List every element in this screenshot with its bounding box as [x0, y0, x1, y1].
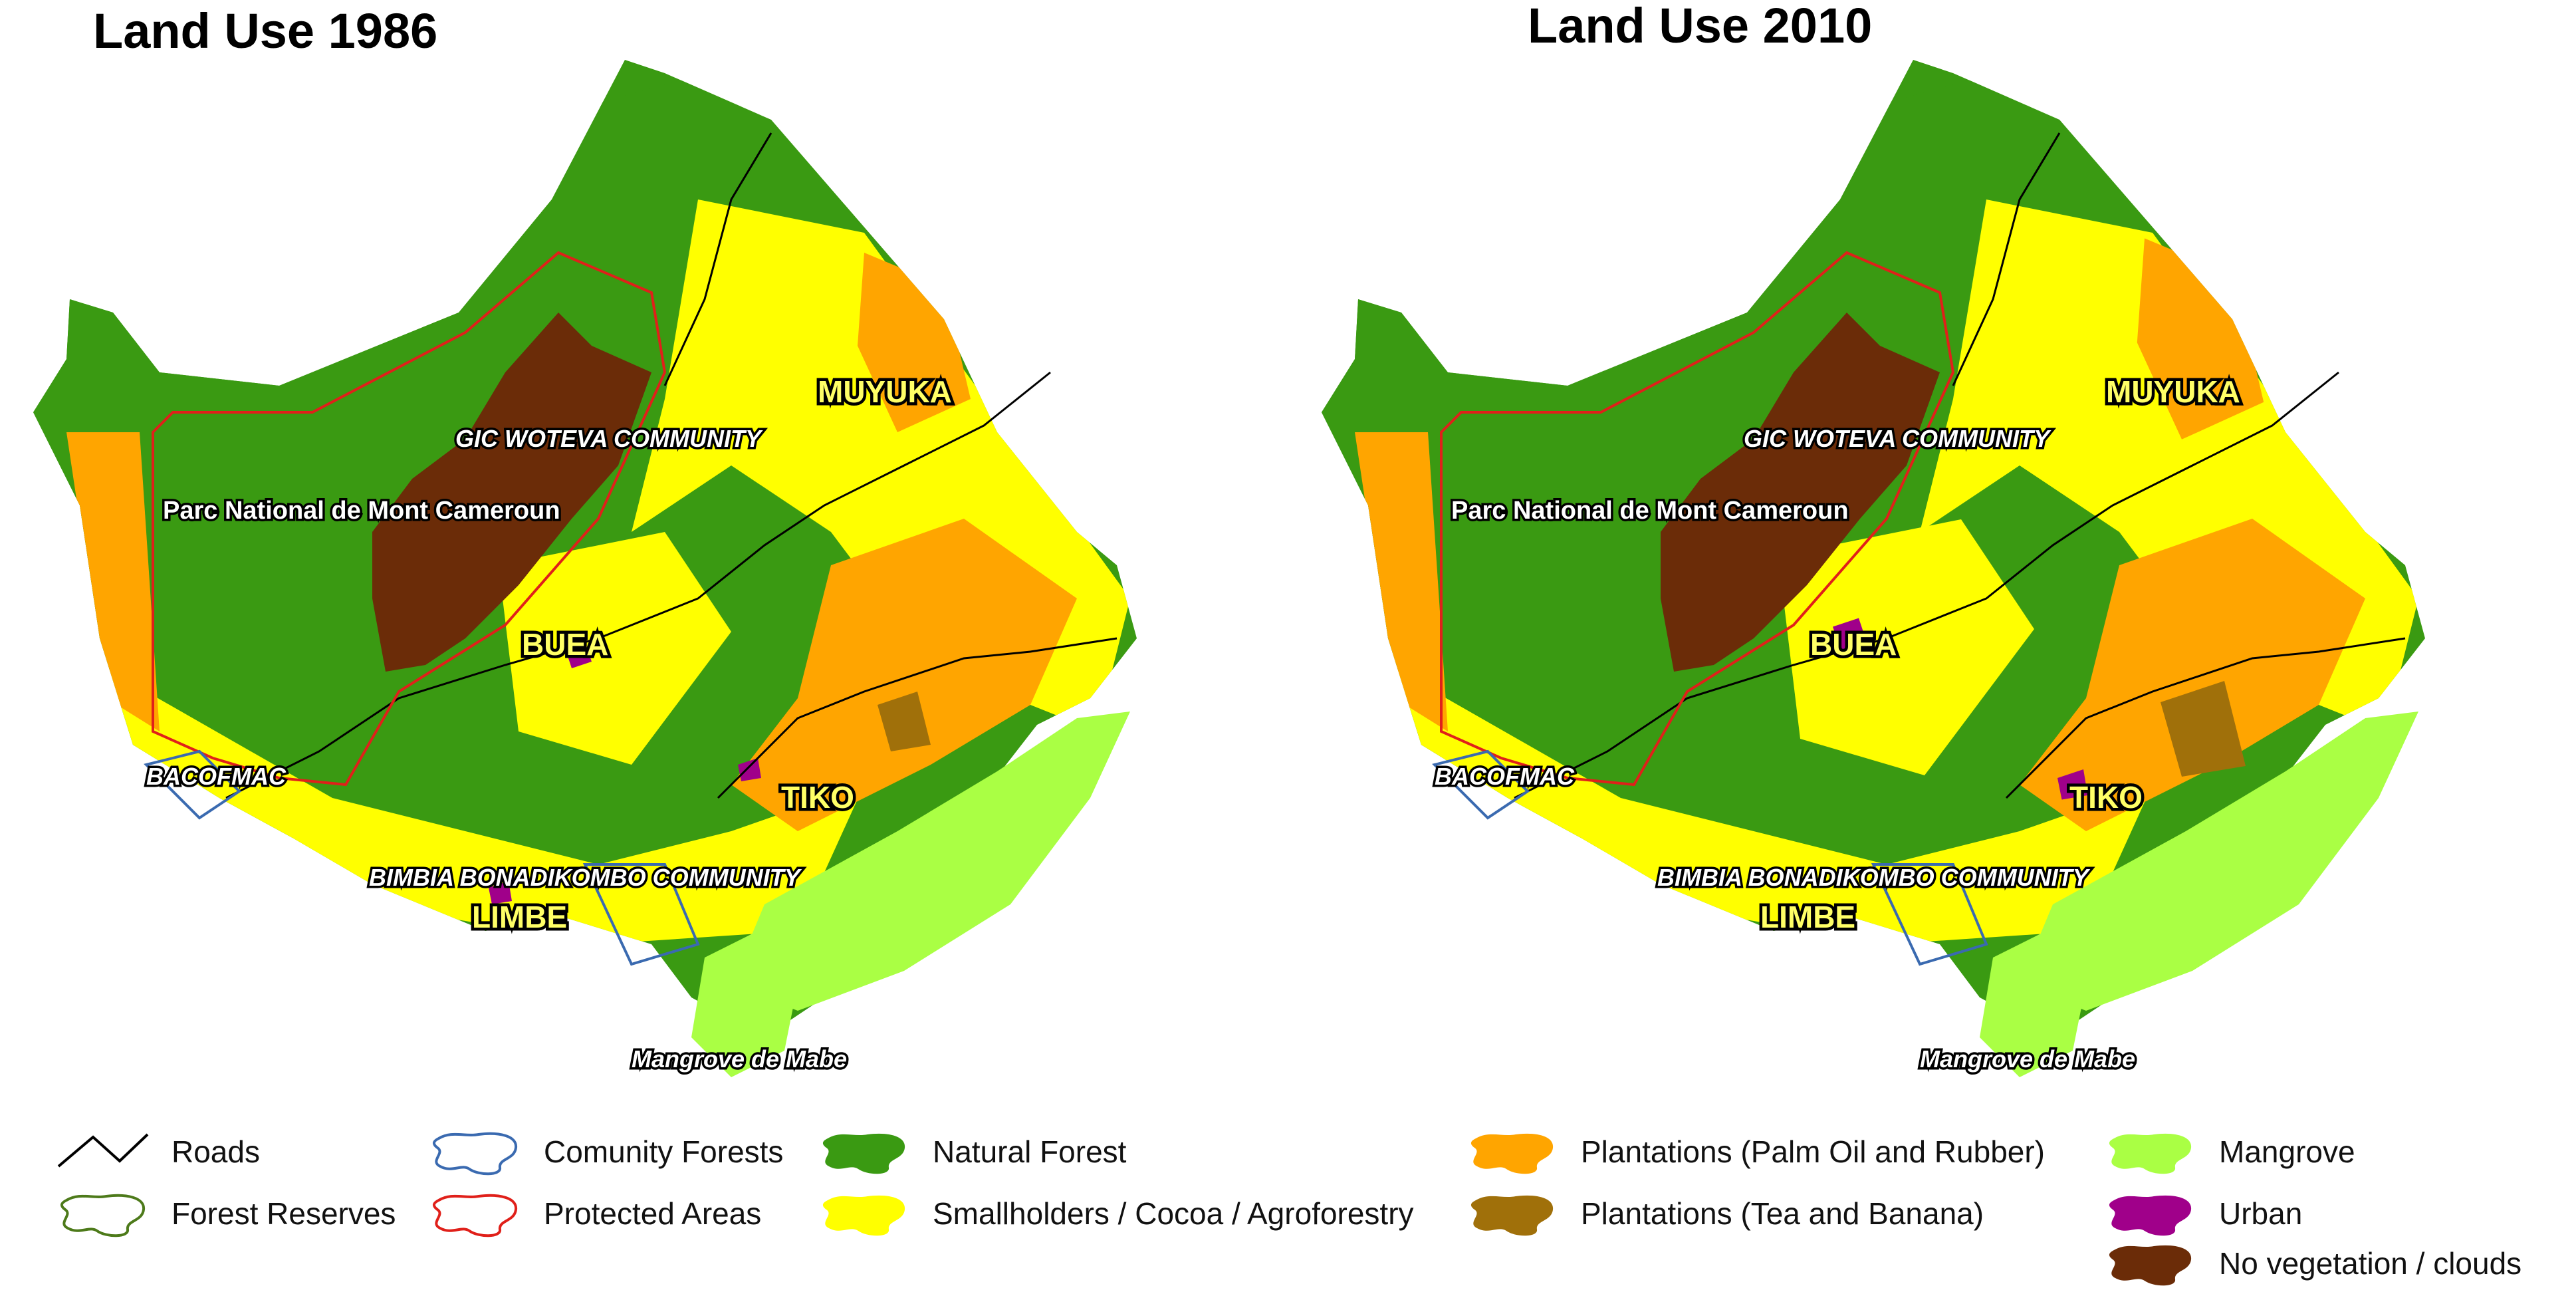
town-label-muyuka: MUYUKA — [818, 374, 952, 409]
filled-blob-icon — [822, 1133, 905, 1174]
mangrove-area — [1980, 931, 2086, 1077]
palm-plantation-area — [2020, 519, 2365, 831]
town-label-limbe: LIMBE — [472, 900, 567, 934]
legend-item-plantations-tea: Plantations (Tea and Banana) — [1463, 1187, 1984, 1240]
road-line — [1952, 132, 2061, 386]
filled-blob-icon — [2109, 1133, 2192, 1174]
town-label-buea: BUEA — [522, 627, 608, 662]
filled-blob-icon — [2109, 1195, 2192, 1236]
palm-plantation-area — [731, 519, 1077, 831]
smallholder-area — [1388, 665, 2153, 944]
urban-area — [1733, 929, 1764, 960]
palm-plantation-area — [1355, 432, 1448, 731]
community-label-gic-woteva: GIC WOTEVA COMMUNITY — [1744, 425, 2051, 452]
community-forest-boundary — [1871, 863, 1988, 966]
park-label: Parc National de Mont Cameroun — [1451, 497, 1849, 525]
protected-area-boundary — [152, 251, 667, 787]
no-vegetation-area — [372, 313, 651, 672]
palm-plantation-area — [66, 432, 160, 731]
legend-item-plantations-palm: Plantations (Palm Oil and Rubber) — [1463, 1125, 2045, 1178]
community-label-bimbia: BIMBIA BONADIKOMBO COMMUNITY — [1657, 864, 2091, 891]
urban-area — [738, 758, 761, 781]
legend-item-community-forests: Comunity Forests — [425, 1125, 783, 1178]
smallholder-area — [1778, 519, 2034, 775]
town-label-tiko: TIKO — [781, 780, 854, 815]
urban-area — [565, 642, 592, 668]
land-use-map: MUYUKA GIC WOTEVA COMMUNITY Parc Nationa… — [33, 60, 1137, 1077]
community-forest-boundary — [1432, 749, 1530, 820]
road-line — [663, 132, 772, 386]
park-label: Parc National de Mont Cameroun — [163, 497, 560, 525]
legend-item-no-vegetation: No vegetation / clouds — [2101, 1237, 2521, 1290]
smallholder-area — [499, 532, 731, 765]
mangrove-label-mabe: Mangrove de Mabe — [632, 1045, 847, 1073]
road-line — [1514, 371, 2339, 799]
urban-area — [489, 881, 512, 904]
filled-blob-icon — [1470, 1133, 1554, 1174]
outline-blob-icon — [60, 1194, 146, 1237]
community-label-bimbia: BIMBIA BONADIKOMBO COMMUNITY — [369, 864, 802, 891]
community-forest-boundary — [582, 863, 700, 966]
legend-item-smallholders: Smallholders / Cocoa / Agroforestry — [814, 1187, 1414, 1240]
filled-blob-icon — [2109, 1245, 2192, 1286]
map-title: Land Use 1986 — [93, 3, 438, 59]
legend-item-mangrove: Mangrove — [2101, 1125, 2355, 1178]
community-label-gic-woteva: GIC WOTEVA COMMUNITY — [455, 425, 763, 452]
town-label-limbe: LIMBE — [1760, 900, 1855, 934]
mangrove-label-mabe: Mangrove de Mabe — [1920, 1045, 2135, 1073]
outline-blob-icon — [433, 1194, 518, 1237]
town-label-buea: BUEA — [1810, 627, 1897, 662]
urban-area — [2057, 769, 2088, 800]
mangrove-area — [691, 931, 798, 1077]
legend-item-forest-reserves: Forest Reserves — [53, 1187, 396, 1240]
legend-item-roads: Roads — [53, 1125, 260, 1178]
filled-blob-icon — [822, 1195, 905, 1236]
legend-item-natural-forest: Natural Forest — [814, 1125, 1126, 1178]
legend-item-protected-areas: Protected Areas — [425, 1187, 761, 1240]
legend-item-urban: Urban — [2101, 1187, 2302, 1240]
protected-area-boundary — [1440, 251, 1955, 787]
road-line — [2005, 637, 2406, 799]
community-forest-boundary — [144, 749, 242, 820]
road-line — [717, 637, 1117, 799]
tea-plantation-area — [2161, 681, 2246, 777]
town-label-muyuka: MUYUKA — [2106, 374, 2240, 409]
urban-area — [1833, 618, 1867, 653]
community-label-bacofmac: BACOFMAC — [146, 763, 287, 790]
legend: Roads Forest Reserves Comunity Forests P… — [0, 1104, 2576, 1297]
no-vegetation-area — [1661, 313, 1940, 672]
road-line — [225, 371, 1051, 799]
map-panel-2010: Land Use 2010 — [1288, 0, 2576, 1097]
town-label-tiko: TIKO — [2069, 780, 2143, 815]
tea-plantation-area — [878, 692, 931, 751]
filled-blob-icon — [1470, 1195, 1554, 1236]
map-panel-1986: Land Use 1986 — [0, 0, 1288, 1097]
outline-blob-icon — [433, 1132, 518, 1176]
road-line-icon — [57, 1133, 149, 1168]
mangrove-area — [2020, 712, 2418, 1011]
mangrove-area — [731, 712, 1130, 1011]
smallholder-area — [100, 665, 864, 944]
land-use-map: MUYUKA GIC WOTEVA COMMUNITY Parc Nationa… — [1322, 60, 2425, 1077]
community-label-bacofmac: BACOFMAC — [1435, 763, 1575, 790]
map-title: Land Use 2010 — [1528, 0, 1873, 53]
